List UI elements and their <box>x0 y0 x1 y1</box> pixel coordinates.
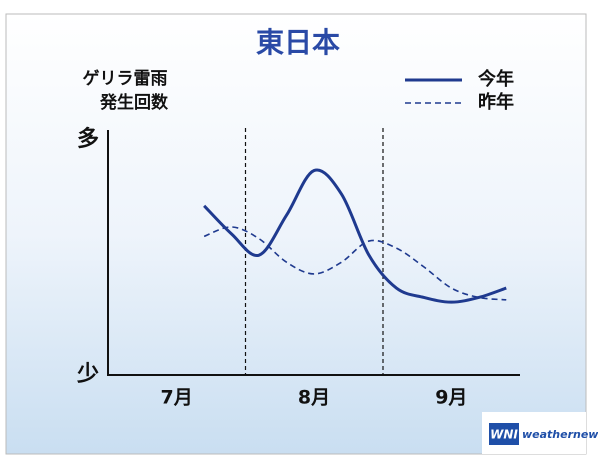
series-line <box>203 168 507 304</box>
legend-label: 今年 <box>478 68 514 90</box>
logo-mark: WNI <box>490 428 518 442</box>
series-line <box>203 226 507 301</box>
legend-label: 昨年 <box>478 91 514 113</box>
y-axis-label: ゲリラ雷雨 <box>83 68 168 89</box>
x-tick-label: 9月 <box>435 387 467 409</box>
y-axis-label: 発生回数 <box>99 92 169 113</box>
background <box>5 13 587 455</box>
chart-title: 東日本 <box>256 26 340 59</box>
x-tick-label: 8月 <box>298 387 330 409</box>
y-tick-label: 少 <box>76 362 99 387</box>
logo-text: weathernews <box>522 428 598 441</box>
logo-mark-bg <box>489 423 519 445</box>
y-tick-label: 多 <box>77 126 99 152</box>
x-tick-label: 7月 <box>161 387 193 409</box>
